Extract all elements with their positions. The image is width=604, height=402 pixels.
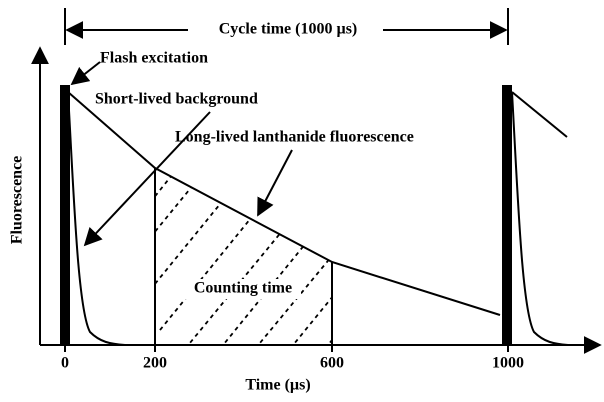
pointer (83, 111, 211, 247)
x-axis-label: Time (µs) (245, 377, 310, 394)
cycle-label: Cycle time (1000 µs) (219, 21, 358, 38)
pointer (70, 61, 101, 86)
x-tick-label: 0 (61, 355, 69, 372)
flash-bar (502, 85, 512, 345)
short-decay (511, 91, 569, 346)
flash-bar (60, 85, 70, 345)
x-tick-label: 1000 (492, 355, 524, 372)
x-tick-label: 200 (143, 355, 167, 372)
pointer (257, 149, 293, 217)
long-decay (67, 91, 501, 316)
short-label: Short-lived background (95, 91, 258, 108)
long-decay (511, 91, 568, 138)
long-label: Long-lived lanthanide fluorescence (175, 129, 414, 146)
short-decay (67, 91, 126, 346)
counting-label: Counting time (194, 280, 292, 297)
y-axis-label: Fluorescence (9, 156, 26, 245)
flash-label: Flash excitation (100, 50, 208, 67)
x-tick-label: 600 (320, 355, 344, 372)
